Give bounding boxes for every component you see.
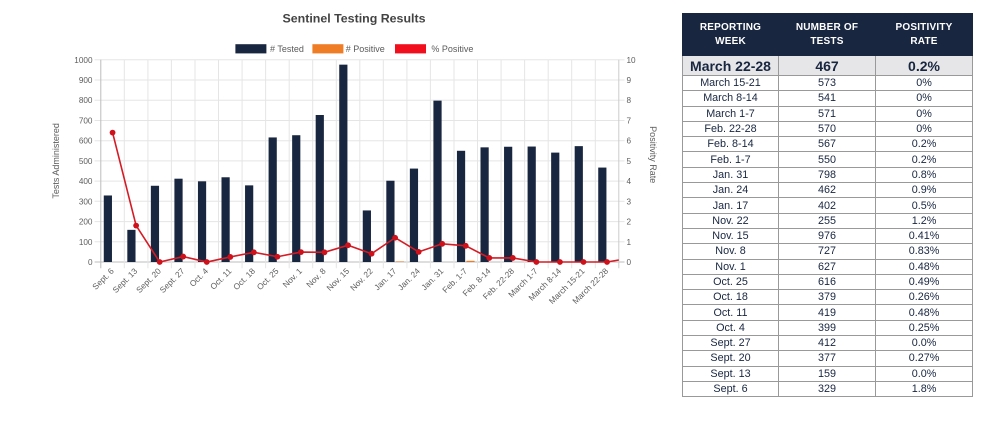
- svg-text:4: 4: [627, 177, 632, 186]
- svg-text:900: 900: [79, 76, 93, 85]
- svg-text:400: 400: [79, 177, 93, 186]
- svg-text:% Positive: % Positive: [431, 44, 473, 54]
- svg-text:200: 200: [79, 218, 93, 227]
- svg-text:Jan. 24: Jan. 24: [396, 266, 423, 293]
- svg-text:1: 1: [627, 238, 632, 247]
- svg-text:3: 3: [627, 197, 632, 206]
- svg-text:Sept. 27: Sept. 27: [157, 266, 186, 295]
- svg-text:Nov. 22: Nov. 22: [348, 266, 375, 293]
- svg-text:300: 300: [79, 197, 93, 206]
- svg-text:Positivity Rate: Positivity Rate: [648, 126, 658, 183]
- svg-text:Sentinel Testing Results: Sentinel Testing Results: [283, 12, 426, 26]
- svg-text:9: 9: [627, 76, 632, 85]
- svg-text:# Positive: # Positive: [346, 44, 385, 54]
- svg-text:Oct. 11: Oct. 11: [208, 266, 234, 292]
- svg-text:Nov. 15: Nov. 15: [324, 266, 351, 293]
- svg-text:100: 100: [79, 238, 93, 247]
- svg-text:Oct. 18: Oct. 18: [231, 266, 257, 292]
- svg-text:Tests Administered: Tests Administered: [51, 123, 61, 199]
- svg-text:700: 700: [79, 117, 93, 126]
- svg-text:800: 800: [79, 96, 93, 105]
- svg-text:0: 0: [627, 258, 632, 267]
- svg-text:0: 0: [88, 258, 93, 267]
- svg-text:Nov. 1: Nov. 1: [281, 266, 305, 290]
- svg-text:10: 10: [627, 56, 637, 65]
- svg-text:Oct. 25: Oct. 25: [255, 266, 281, 292]
- svg-text:Jan. 17: Jan. 17: [372, 266, 399, 293]
- svg-text:7: 7: [627, 117, 632, 126]
- svg-text:600: 600: [79, 137, 93, 146]
- svg-text:6: 6: [627, 137, 632, 146]
- svg-text:Sept. 13: Sept. 13: [110, 266, 139, 295]
- svg-text:8: 8: [627, 96, 632, 105]
- svg-text:1000: 1000: [74, 56, 93, 65]
- svg-text:Oct. 4: Oct. 4: [187, 266, 210, 289]
- svg-text:5: 5: [627, 157, 632, 166]
- svg-text:# Tested: # Tested: [270, 44, 304, 54]
- svg-text:2: 2: [627, 218, 632, 227]
- svg-text:500: 500: [79, 157, 93, 166]
